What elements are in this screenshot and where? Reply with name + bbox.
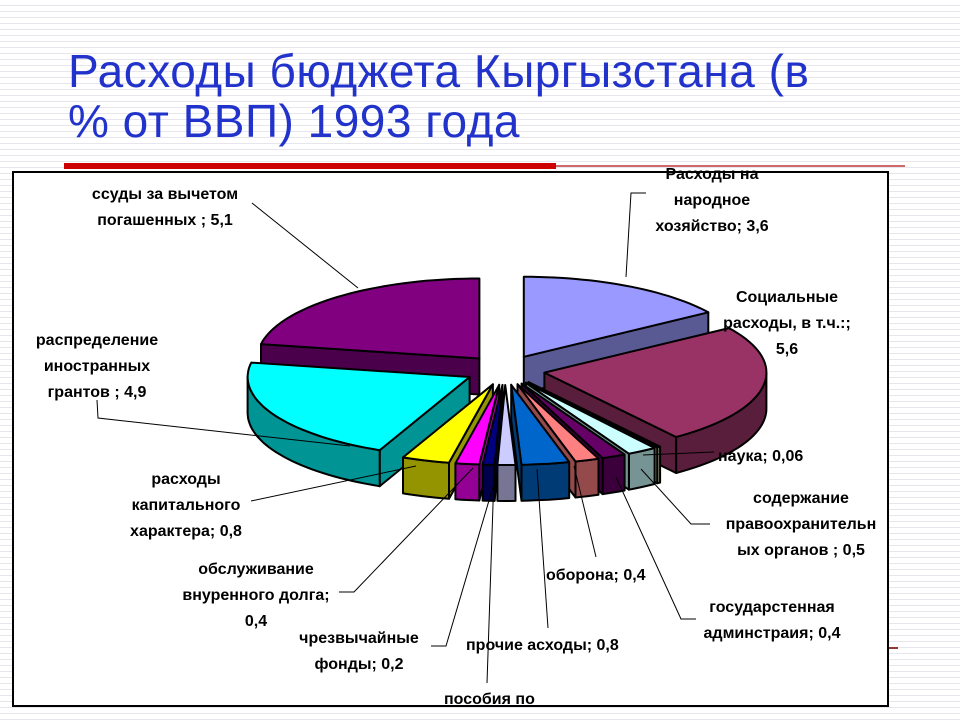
pie-label-social: Социальные расходы, в т.ч.:; 5,6 (723, 285, 851, 363)
pie-slice-prochie (510, 383, 571, 466)
leader-line-gosadm (615, 476, 696, 620)
pie-slice-kapital (402, 383, 494, 464)
pie-label-line: грантов ; 4,9 (47, 384, 147, 401)
leader-line-posobiya (486, 474, 495, 684)
pie-label-ssudy: ссуды за вычетом погашенных ; 5,1 (92, 182, 238, 234)
title-divider-thin-line (556, 165, 905, 167)
pie-slice-ssudy (260, 277, 481, 360)
pie-label-line: внуренного долга; (182, 587, 330, 604)
pie-label-line: государстенная (709, 599, 835, 616)
pie-label-pravo: содержание правоохранительн ых органов ; 0… (726, 486, 877, 564)
pie-slice-obsluzh (454, 383, 501, 466)
slide-title-line-1: Расходы бюджета Кыргызстана (в (68, 45, 810, 97)
pie-label-line: распределение (35, 332, 159, 349)
pie-label-line: погашенных ; 5,1 (97, 212, 233, 229)
pie-label-line: обслуживание (198, 561, 314, 578)
pie-label-line: 5,6 (775, 341, 799, 358)
pie-label-line: ссуды за вычетом (91, 186, 239, 203)
pie-label-line: хозяйство; 3,6 (655, 218, 769, 235)
slide-title: Расходы бюджета Кыргызстана (в % от ВВП)… (68, 46, 908, 146)
pie-slice-nauka (527, 381, 662, 449)
leader-line-nauka (642, 451, 715, 456)
pie-label-line: Социальные (735, 289, 839, 306)
pie-label-line: 0,4 (244, 613, 268, 630)
pie-label-kapital: расходы капитального характера; 0,8 (130, 467, 242, 545)
pie-label-line: ых органов ; 0,5 (737, 542, 865, 559)
leader-line-narodnoe (625, 192, 646, 278)
leader-line-raspred (96, 399, 351, 447)
leader-line-pravo (640, 468, 710, 525)
pie-label-line: чрезвычайные (299, 630, 419, 647)
pie-label-line: расходы, в т.ч.:; (723, 315, 851, 332)
pie-slice-raspred (246, 361, 471, 452)
pie-slice-posobiya (496, 384, 517, 466)
footer-red-dash (887, 647, 898, 649)
pie-slice-oborona (516, 383, 600, 463)
pie-label-line: характера; 0,8 (130, 523, 242, 540)
pie-slice-narodnoe (522, 275, 710, 358)
pie-slice-social (543, 327, 768, 438)
leader-line-kapital (250, 465, 417, 502)
pie-label-oborona: оборона; 0,4 (546, 563, 646, 589)
pie-label-posobiya: пособия по (444, 687, 535, 713)
pie-label-line: правоохранительн (725, 516, 877, 533)
leader-line-obsluzh (339, 467, 474, 593)
pie-label-line: иностранных (43, 358, 151, 375)
pie-label-line: содержание (753, 490, 849, 507)
pie-slice-gosadm (520, 382, 626, 460)
pie-slice-pravo (524, 381, 656, 455)
pie-label-prochie: прочие асходы; 0,8 (466, 633, 619, 659)
pie-label-line: расходы (151, 471, 221, 488)
leader-line-oborona (573, 465, 597, 558)
pie-label-gosadm: государстенная админстраия; 0,4 (704, 595, 841, 647)
pie-label-line: оборона; 0,4 (546, 567, 646, 584)
pie-label-line: пособия по (444, 691, 535, 708)
slide-title-line-2: % от ВВП) 1993 года (68, 95, 521, 147)
pie-label-chrezv: чрезвычайные фонды; 0,2 (299, 626, 419, 678)
pie-label-line: фонды; 0,2 (314, 656, 404, 673)
title-divider-bar (64, 163, 556, 169)
leader-line-chrezv (431, 469, 499, 647)
pie-label-narodnoe: Расходы на народное хозяйство; 3,6 (655, 162, 768, 240)
pie-label-obsluzh: обслуживание внуренного долга; 0,4 (182, 557, 329, 635)
pie-label-line: прочие асходы; 0,8 (466, 637, 619, 654)
pie-label-line: народное (673, 192, 751, 209)
leader-line-ssudy (251, 202, 359, 289)
pie-label-raspred: распределение иностранных грантов ; 4,9 (36, 328, 158, 406)
leader-line-prochie (536, 468, 549, 629)
pie-label-line: админстраия; 0,4 (703, 625, 841, 642)
pie-label-line: Расходы на (665, 166, 759, 183)
pie-label-line: капитального (131, 497, 241, 514)
pie-label-nauka: наука; 0,06 (718, 444, 803, 470)
pie-label-line: наука; 0,06 (718, 448, 804, 465)
pie-slice-chrezv (481, 384, 504, 466)
